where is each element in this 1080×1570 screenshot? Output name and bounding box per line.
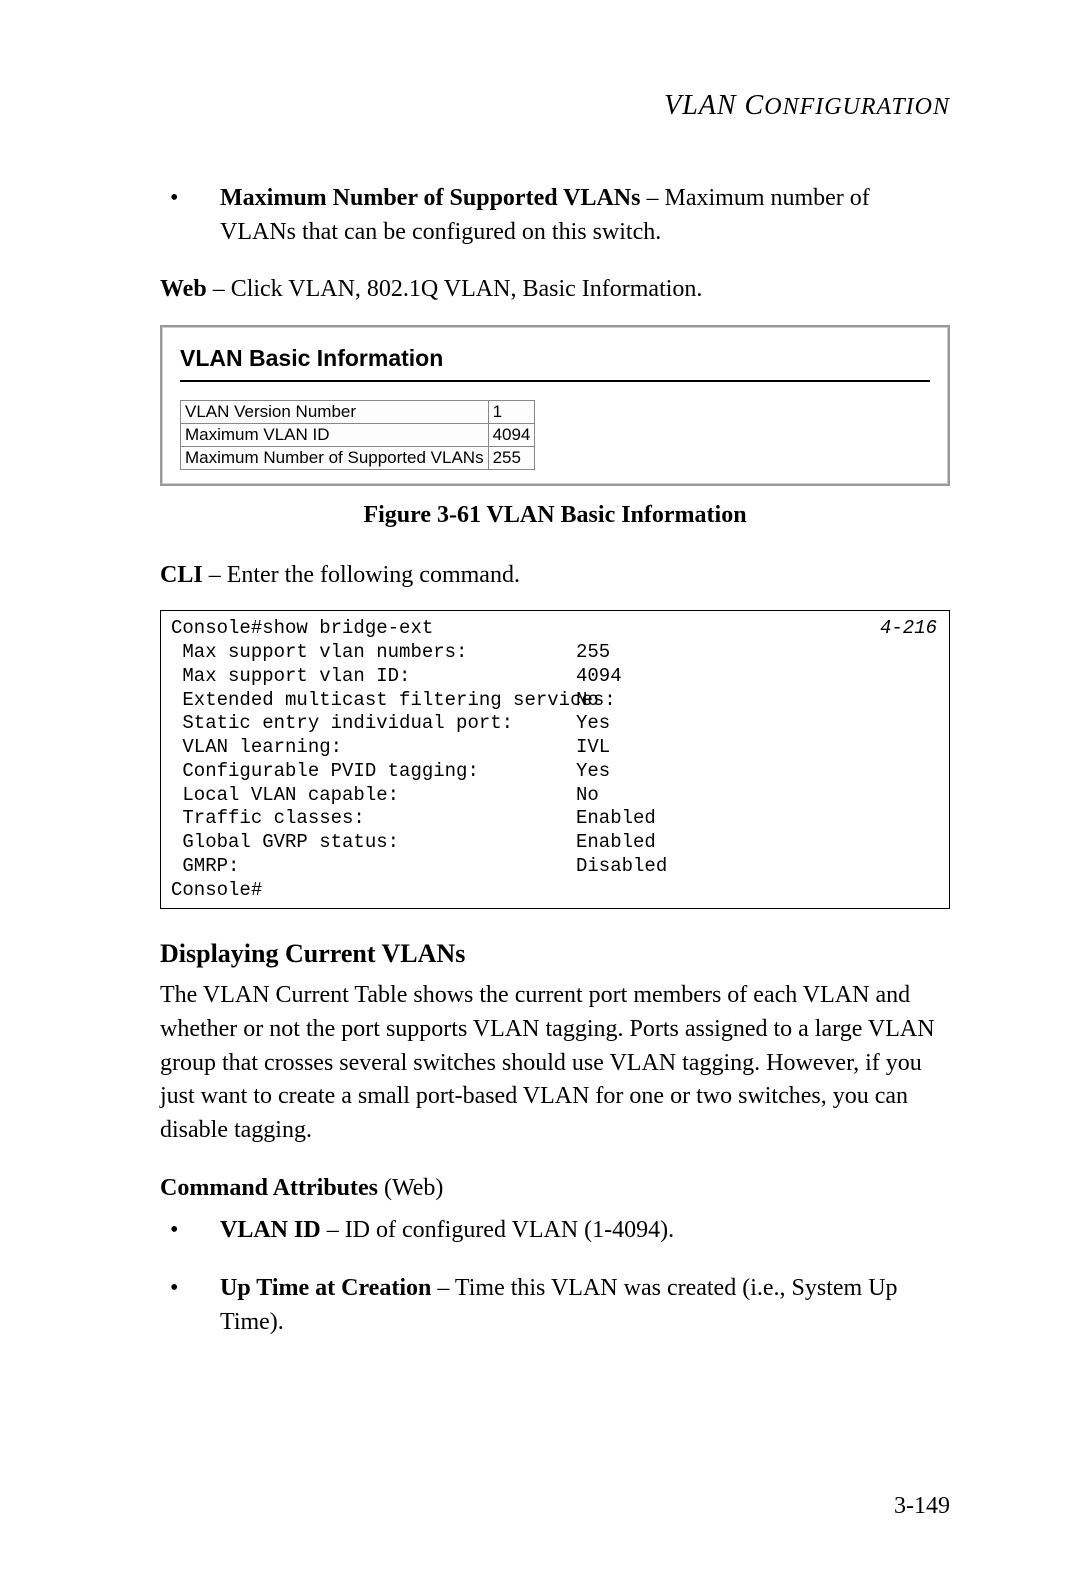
bullet-bold: Maximum Number of Supported VLANs [220,185,640,211]
cli-label: CLI [160,562,203,588]
bullet-marker: • [170,182,220,249]
cli-line: Console# [171,879,939,903]
bullet-item: • Up Time at Creation – Time this VLAN w… [160,1272,950,1339]
bullet-rest: – ID of configured VLAN (1-4094). [321,1217,674,1243]
table-value: 4094 [488,423,535,446]
cli-line: Static entry individual port:Yes [171,712,939,736]
bullet-item: • Maximum Number of Supported VLANs – Ma… [160,182,950,249]
page-number: 3-149 [894,1493,950,1520]
cli-text: – Enter the following command. [203,562,520,588]
table-row: Maximum Number of Supported VLANs 255 [181,446,535,469]
bullet-text: Up Time at Creation – Time this VLAN was… [220,1272,950,1339]
bullet-text: Maximum Number of Supported VLANs – Maxi… [220,182,950,249]
bullet-bold: VLAN ID [220,1217,321,1243]
figure-panel-title: VLAN Basic Information [180,345,930,372]
section-body: The VLAN Current Table shows the current… [160,979,950,1147]
cli-line: Console#show bridge-ext [171,617,939,641]
bullet-marker: • [170,1214,220,1248]
cli-line: Configurable PVID tagging:Yes [171,760,939,784]
bullet-text: VLAN ID – ID of configured VLAN (1-4094)… [220,1214,950,1248]
subheading-bold: Command Attributes [160,1175,378,1201]
cli-output-box: 4-216Console#show bridge-ext Max support… [160,610,950,909]
table-label: Maximum VLAN ID [181,423,489,446]
cli-line: Global GVRP status:Enabled [171,831,939,855]
section-heading: Displaying Current VLANs [160,939,950,969]
page-header: VLAN CONFIGURATION [160,90,950,122]
table-label: Maximum Number of Supported VLANs [181,446,489,469]
vlan-info-table: VLAN Version Number 1 Maximum VLAN ID 40… [180,400,535,470]
cli-line: GMRP:Disabled [171,855,939,879]
table-row: VLAN Version Number 1 [181,400,535,423]
cli-line: Local VLAN capable:No [171,784,939,808]
figure-divider [180,380,930,382]
header-title-part1: VLAN C [664,90,764,121]
figure-caption: Figure 3-61 VLAN Basic Information [160,502,950,529]
cli-line: Extended multicast filtering services:No [171,689,939,713]
bullet-item: • VLAN ID – ID of configured VLAN (1-409… [160,1214,950,1248]
bullet-bold: Up Time at Creation [220,1275,431,1301]
subheading-rest: (Web) [378,1175,443,1201]
table-value: 1 [488,400,535,423]
cli-line: Traffic classes:Enabled [171,807,939,831]
cli-instructions: CLI – Enter the following command. [160,559,950,593]
web-text: – Click VLAN, 802.1Q VLAN, Basic Informa… [207,276,703,302]
cli-line: Max support vlan ID:4094 [171,665,939,689]
cli-line: VLAN learning:IVL [171,736,939,760]
page-content: VLAN CONFIGURATION • Maximum Number of S… [0,0,1080,1413]
table-row: Maximum VLAN ID 4094 [181,423,535,446]
table-value: 255 [488,446,535,469]
cli-line: Max support vlan numbers:255 [171,641,939,665]
web-instructions: Web – Click VLAN, 802.1Q VLAN, Basic Inf… [160,273,950,307]
cli-page-ref: 4-216 [880,617,937,641]
figure-panel: VLAN Basic Information VLAN Version Numb… [160,325,950,486]
header-title-part2: ONFIGURATION [764,94,950,120]
subheading: Command Attributes (Web) [160,1175,950,1202]
bullet-marker: • [170,1272,220,1339]
table-label: VLAN Version Number [181,400,489,423]
web-label: Web [160,276,207,302]
